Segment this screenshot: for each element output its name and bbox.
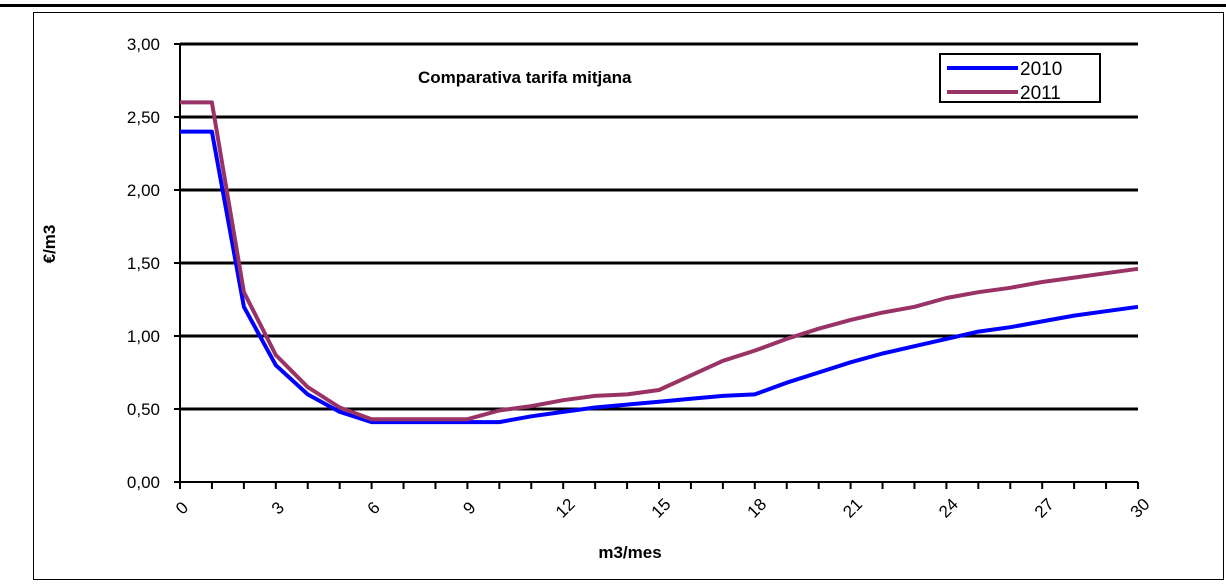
x-tick-label: 21	[839, 495, 866, 522]
y-tick-label: 1,50	[127, 254, 160, 273]
chart-frame	[33, 12, 1224, 580]
series-line-2010	[180, 129, 1139, 425]
series-line-2011	[180, 100, 1139, 422]
legend-label-2010: 2010	[1020, 59, 1062, 80]
chart-title: Comparativa tarifa mitjana	[418, 68, 632, 87]
y-tick-label: 2,50	[127, 108, 160, 127]
x-tick-label: 3	[268, 498, 288, 518]
y-tick-label: 0,50	[127, 400, 160, 419]
x-tick-label: 0	[172, 498, 192, 518]
x-axis-title: m3/mes	[598, 543, 661, 562]
x-tick-label: 12	[552, 495, 579, 522]
y-tick-label: 2,00	[127, 181, 160, 200]
gridlines	[180, 42, 1138, 411]
legend-label-2011: 2011	[1020, 83, 1061, 104]
x-tick-label: 30	[1127, 495, 1154, 522]
y-tick-labels: 0,00 0,50 1,00 1,50 2,00 2,50 3,00	[127, 35, 160, 492]
series-lines	[180, 100, 1139, 425]
x-tick-label: 24	[935, 495, 962, 522]
x-tick-labels: 0 3 6 9 12 15 18 21 24 27 30	[172, 495, 1153, 522]
x-tick-label: 9	[459, 498, 479, 518]
y-tick-label: 0,00	[127, 473, 160, 492]
x-tick-label: 15	[648, 495, 675, 522]
x-tick-label: 18	[744, 495, 771, 522]
y-tick-label: 3,00	[127, 35, 160, 54]
y-axis-title: €/m3	[40, 225, 59, 264]
axes	[174, 43, 1139, 489]
legend: 2010 2011	[939, 53, 1101, 104]
y-tick-label: 1,00	[127, 327, 160, 346]
x-tick-label: 27	[1031, 495, 1058, 522]
top-rule	[0, 4, 1226, 7]
x-tick-label: 6	[364, 498, 384, 518]
